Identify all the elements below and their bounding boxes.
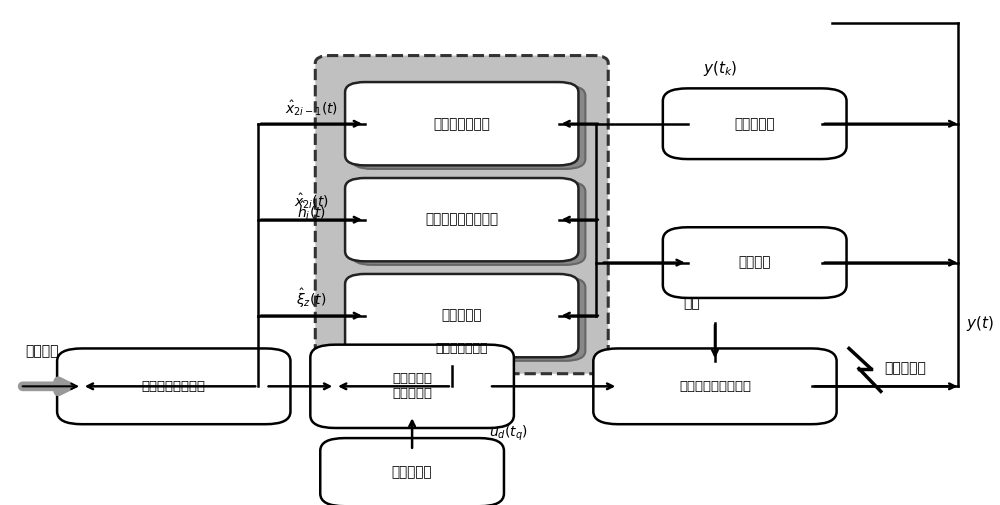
FancyBboxPatch shape: [663, 227, 847, 298]
Text: 模糊综合观测器: 模糊综合观测器: [436, 342, 488, 355]
FancyBboxPatch shape: [57, 348, 290, 424]
FancyBboxPatch shape: [320, 438, 504, 505]
FancyBboxPatch shape: [310, 344, 514, 428]
FancyBboxPatch shape: [593, 348, 837, 424]
Text: 自适应滑模控制器: 自适应滑模控制器: [142, 380, 206, 393]
Text: 一类非线性控制系统: 一类非线性控制系统: [679, 380, 751, 393]
FancyBboxPatch shape: [663, 88, 847, 159]
Text: $\hat{x}_{2i-1}(t)$: $\hat{x}_{2i-1}(t)$: [285, 98, 338, 118]
Text: 事件触发二: 事件触发二: [392, 465, 432, 479]
Text: $\hat{h}_i(t)$: $\hat{h}_i(t)$: [297, 199, 326, 222]
Text: $y(t)$: $y(t)$: [966, 314, 994, 333]
Text: 基于事件触
发的控制器: 基于事件触 发的控制器: [392, 372, 432, 400]
FancyBboxPatch shape: [352, 85, 585, 169]
Text: 模糊状态观测器: 模糊状态观测器: [433, 117, 490, 131]
Text: $\hat{x}_{2i}(t)$: $\hat{x}_{2i}(t)$: [294, 191, 329, 211]
Text: $y(t_k)$: $y(t_k)$: [703, 59, 737, 78]
Text: 执行器故障: 执行器故障: [884, 362, 926, 376]
FancyBboxPatch shape: [352, 278, 585, 361]
Text: 干扰: 干扰: [683, 296, 700, 311]
FancyBboxPatch shape: [345, 178, 578, 262]
Text: $\hat{\xi}_z(t)$: $\hat{\xi}_z(t)$: [296, 286, 327, 310]
Text: 参考信号: 参考信号: [25, 344, 58, 358]
Text: 事件触发一: 事件触发一: [734, 117, 775, 131]
Text: $u_d(t_q)$: $u_d(t_q)$: [489, 423, 528, 443]
FancyBboxPatch shape: [352, 182, 585, 265]
FancyBboxPatch shape: [345, 274, 578, 358]
FancyBboxPatch shape: [315, 56, 608, 374]
FancyBboxPatch shape: [345, 82, 578, 166]
Text: 观测误差: 观测误差: [738, 256, 771, 270]
Text: 故障失效因子观测器: 故障失效因子观测器: [425, 213, 498, 227]
Text: 干扰观测器: 干扰观测器: [441, 309, 482, 323]
